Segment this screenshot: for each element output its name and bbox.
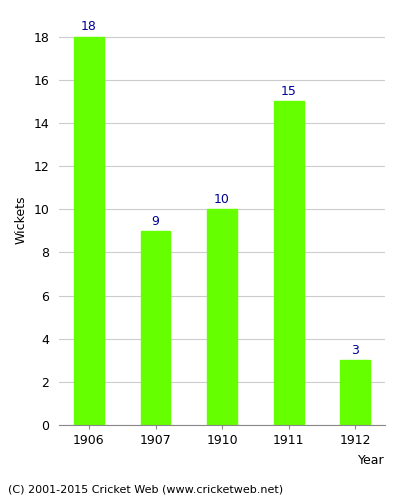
Y-axis label: Wickets: Wickets — [15, 196, 28, 244]
Text: 18: 18 — [81, 20, 97, 34]
Bar — [74, 36, 104, 425]
Text: (C) 2001-2015 Cricket Web (www.cricketweb.net): (C) 2001-2015 Cricket Web (www.cricketwe… — [8, 485, 283, 495]
Bar — [340, 360, 370, 425]
Text: Year: Year — [358, 454, 385, 467]
Text: 15: 15 — [281, 85, 296, 98]
Text: 3: 3 — [351, 344, 359, 357]
Bar — [207, 209, 237, 425]
Text: 10: 10 — [214, 193, 230, 206]
Bar — [274, 102, 304, 425]
Bar — [140, 231, 170, 425]
Text: 9: 9 — [152, 214, 160, 228]
